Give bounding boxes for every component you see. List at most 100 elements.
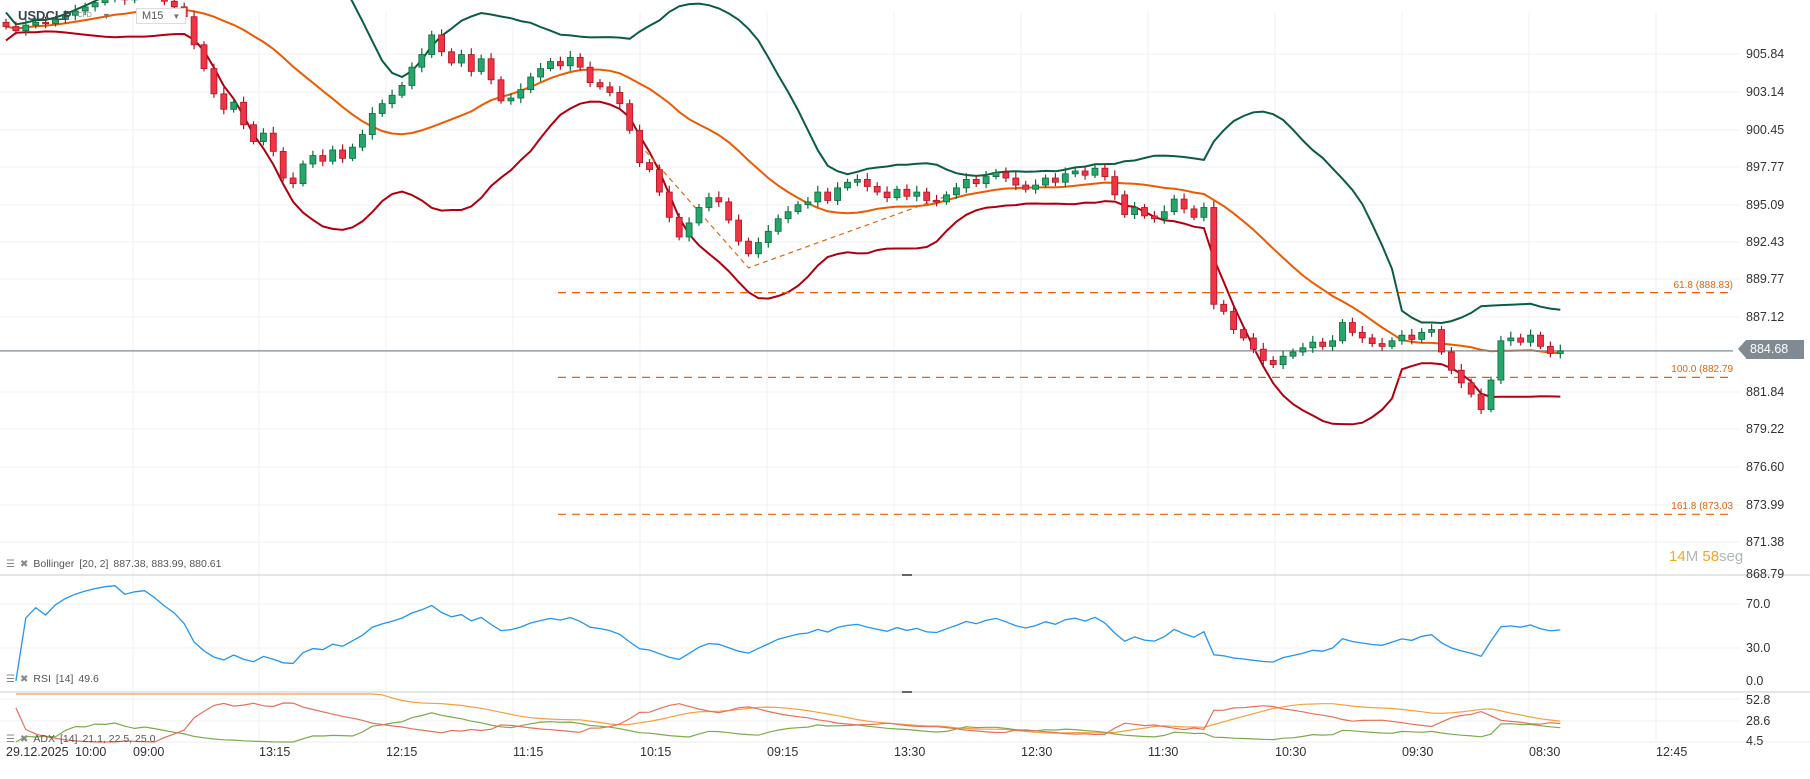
candle-body — [646, 162, 653, 171]
candle-body — [32, 21, 40, 26]
candle-body — [725, 201, 733, 221]
candle-body — [269, 132, 277, 152]
candle — [764, 225, 772, 248]
timer-seconds: 58 — [1702, 548, 1720, 565]
candle — [784, 206, 792, 224]
candle-body — [1210, 207, 1218, 305]
time-axis-label: 12:45 — [1656, 745, 1688, 759]
time-axis-label: 10:00 — [75, 745, 107, 759]
close-icon[interactable]: ✖ — [19, 673, 29, 685]
candle — [42, 16, 49, 29]
candle — [715, 191, 723, 207]
candle — [1517, 333, 1525, 346]
candle — [1180, 193, 1188, 214]
candle — [1497, 335, 1505, 384]
settings-icon[interactable]: ☰ — [6, 673, 15, 685]
candle-body — [299, 163, 307, 185]
candle-body — [487, 58, 495, 81]
indicator-params: [20, 2] — [79, 558, 109, 570]
close-icon[interactable]: ✖ — [19, 558, 29, 570]
candle-body — [1477, 393, 1485, 410]
candle — [992, 168, 1000, 180]
candle-body — [636, 129, 643, 163]
candle — [616, 86, 624, 109]
rsi-axis-label: 0.0 — [1746, 674, 1764, 688]
candle — [240, 96, 248, 130]
price-axis-label: 881.84 — [1746, 385, 1785, 399]
candle — [250, 121, 257, 145]
candle — [1368, 333, 1376, 347]
rsi-axis-label: 30.0 — [1746, 641, 1771, 655]
candle-body — [358, 134, 366, 148]
candle — [1121, 190, 1129, 218]
candle — [1537, 331, 1544, 350]
candle-body — [1319, 341, 1327, 347]
candle-body — [1349, 322, 1356, 333]
symbol-selector[interactable]: USDCLP CFD ▼ — [18, 8, 111, 23]
candle — [1131, 201, 1138, 219]
candle-body — [22, 24, 30, 32]
candle — [923, 187, 931, 204]
candle — [1111, 170, 1119, 200]
candle-body — [1131, 207, 1138, 215]
candle-body — [1081, 170, 1089, 176]
candle-body — [91, 2, 99, 8]
plus-di-line — [15, 712, 1561, 743]
candle — [1101, 163, 1109, 181]
candle-body — [378, 103, 386, 114]
time-axis-label: 10:15 — [640, 745, 672, 759]
candle-body — [398, 85, 406, 96]
candle-body — [388, 94, 396, 105]
candle — [408, 62, 416, 90]
candle-body — [903, 188, 911, 197]
candle — [586, 61, 594, 88]
candle-body — [259, 132, 267, 142]
candle-body — [438, 34, 446, 53]
candle-body — [1091, 167, 1099, 176]
candle-body — [1170, 198, 1178, 213]
candle — [1190, 205, 1198, 221]
candle-body — [81, 6, 89, 12]
price-axis-label: 889.77 — [1746, 272, 1785, 286]
candle-body — [1457, 369, 1465, 384]
timeframe-label: M15 — [142, 10, 164, 22]
settings-icon[interactable]: ☰ — [6, 558, 15, 570]
candle-body — [1339, 322, 1346, 342]
candle-body — [160, 0, 168, 2]
candle — [1329, 335, 1336, 351]
price-axis-label: 895.09 — [1746, 198, 1785, 212]
candle — [457, 49, 465, 67]
candle — [824, 187, 832, 204]
candle-body — [854, 179, 861, 183]
indicator-values: 21.1, 22.5, 25.0 — [82, 733, 156, 745]
candle-body — [517, 89, 525, 99]
candle — [309, 150, 317, 168]
candle — [1547, 341, 1554, 358]
price-axis-label: 905.84 — [1746, 47, 1785, 61]
rsi-legend: ☰ ✖ RSI [14] 49.6 — [6, 673, 99, 685]
candle — [487, 53, 495, 85]
candle-body — [1190, 208, 1198, 218]
candle-body — [1200, 207, 1208, 218]
candle-body — [200, 44, 208, 69]
candle — [418, 48, 426, 73]
instrument-type: CFD — [77, 12, 92, 19]
settings-icon[interactable]: ☰ — [6, 733, 15, 745]
candle — [358, 129, 366, 152]
timeframe-selector[interactable]: M15 ▼ — [136, 8, 187, 24]
close-icon[interactable]: ✖ — [19, 733, 29, 745]
candle — [1170, 194, 1178, 216]
trend-line — [639, 143, 947, 269]
candle-body — [656, 169, 663, 193]
candle-body — [477, 58, 485, 72]
candle — [71, 4, 79, 21]
candle — [913, 185, 921, 202]
candle-body — [240, 101, 248, 126]
candle-body — [784, 211, 792, 220]
candle — [22, 18, 30, 36]
price-axis-label: 876.60 — [1746, 460, 1785, 474]
candle-body — [349, 146, 356, 159]
candle — [725, 197, 733, 224]
candle-body — [1467, 382, 1475, 395]
